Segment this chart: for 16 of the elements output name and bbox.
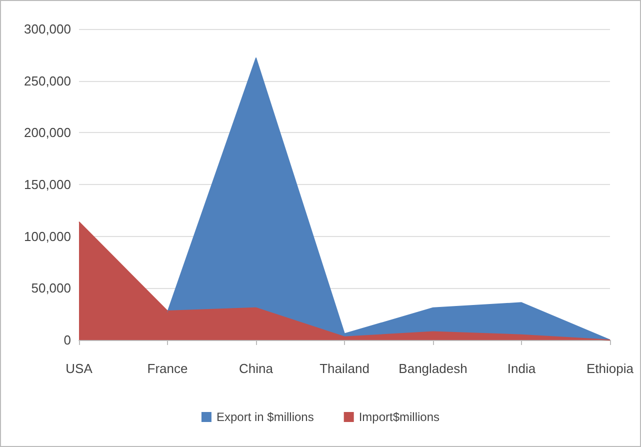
x-tick-label: China (239, 361, 274, 376)
x-tick-label: Thailand (320, 361, 370, 376)
y-tick-label: 100,000 (24, 228, 71, 244)
x-tick-label: Bangladesh (398, 361, 468, 376)
x-tick-label: Ethiopia (586, 361, 634, 376)
y-tick-label: 150,000 (24, 177, 71, 192)
y-tick-label: 50,000 (31, 280, 71, 296)
y-tick-label: 250,000 (24, 73, 71, 88)
y-tick-label: 200,000 (24, 125, 71, 140)
legend-label: Import$millions (358, 410, 440, 424)
legend-label: Export in $millions (216, 410, 314, 424)
x-tick-label: India (507, 361, 536, 376)
x-tick-label: USA (66, 361, 93, 376)
x-tick-label: France (147, 361, 188, 376)
y-tick-label: 0 (64, 332, 71, 348)
y-tick-label: 300,000 (24, 22, 71, 36)
